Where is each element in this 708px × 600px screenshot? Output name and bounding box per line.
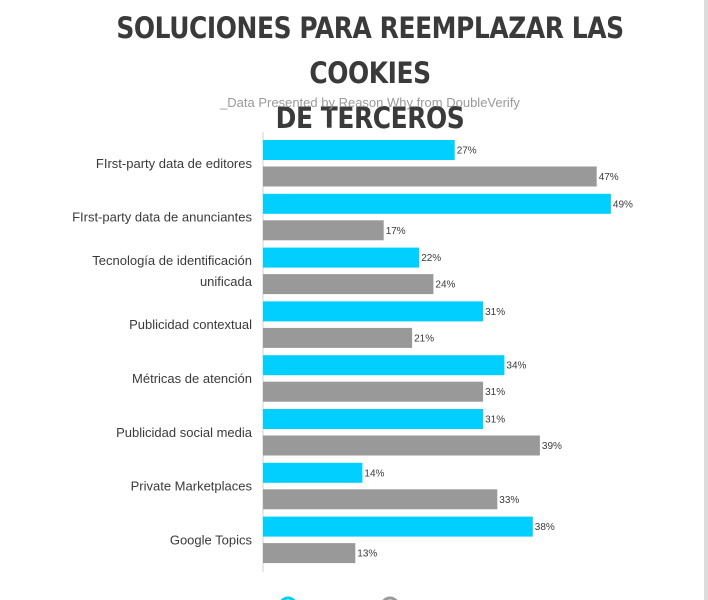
category-label: Private Marketplaces	[131, 479, 253, 494]
data-label-series-1: 22%	[421, 253, 441, 264]
chart-title-line-1: SOLUCIONES PARA REEMPLAZAR LAS COOKIES	[116, 11, 624, 90]
bar-series-2	[263, 435, 540, 456]
category-label: FIrst-party data de anunciantes	[72, 210, 252, 225]
data-label-series-1: 31%	[485, 307, 505, 318]
data-label-series-2: 21%	[414, 333, 434, 344]
data-label-series-2: 39%	[542, 441, 562, 452]
data-label-series-2: 31%	[485, 387, 505, 398]
bar-series-2	[263, 327, 413, 348]
data-label-series-1: 27%	[457, 146, 477, 157]
bar-series-1	[263, 301, 484, 322]
category-label: Publicidad social media	[116, 425, 253, 440]
bar-series-1	[263, 462, 363, 483]
legend-marker-series-1	[280, 596, 296, 600]
data-label-series-1: 38%	[535, 522, 555, 533]
bar-series-2	[263, 274, 434, 295]
category-label: FIrst-party data de editores	[96, 156, 253, 171]
bar-series-2	[263, 489, 498, 510]
chart-title-line-2: DE TERCEROS	[275, 101, 465, 135]
category-label: Métricas de atención	[132, 371, 252, 386]
data-label-series-1: 31%	[485, 415, 505, 426]
data-label-series-1: 34%	[506, 361, 526, 372]
bar-series-2	[263, 543, 356, 564]
data-label-series-2: 13%	[357, 549, 377, 560]
data-label-series-2: 47%	[599, 172, 619, 183]
page-edge-divider	[704, 0, 708, 600]
chart-title: SOLUCIONES PARA REEMPLAZAR LAS COOKIES D…	[52, 6, 688, 141]
data-label-series-2: 24%	[435, 280, 455, 291]
bar-series-1	[263, 516, 533, 537]
bar-series-1	[263, 140, 455, 160]
bar-series-2	[263, 381, 484, 402]
category-label: Publicidad contextual	[129, 317, 252, 332]
category-label: Google Topics	[170, 532, 253, 547]
bar-series-1	[263, 247, 420, 268]
bar-series-1	[263, 193, 611, 214]
category-label: Tecnología de identificación	[92, 253, 252, 268]
data-label-series-2: 33%	[499, 495, 519, 506]
bar-series-2	[263, 166, 597, 187]
bar-series-1	[263, 409, 484, 429]
data-label-series-1: 49%	[613, 199, 633, 210]
data-label-series-1: 14%	[364, 468, 384, 479]
legend-marker-series-2	[382, 596, 398, 600]
data-label-series-2: 17%	[386, 226, 406, 237]
chart-subtitle: _Data Presented by Reason Why from Doubl…	[220, 95, 520, 110]
category-label: unificada	[200, 274, 253, 289]
bar-series-2	[263, 220, 384, 241]
bar-series-1	[263, 355, 505, 376]
